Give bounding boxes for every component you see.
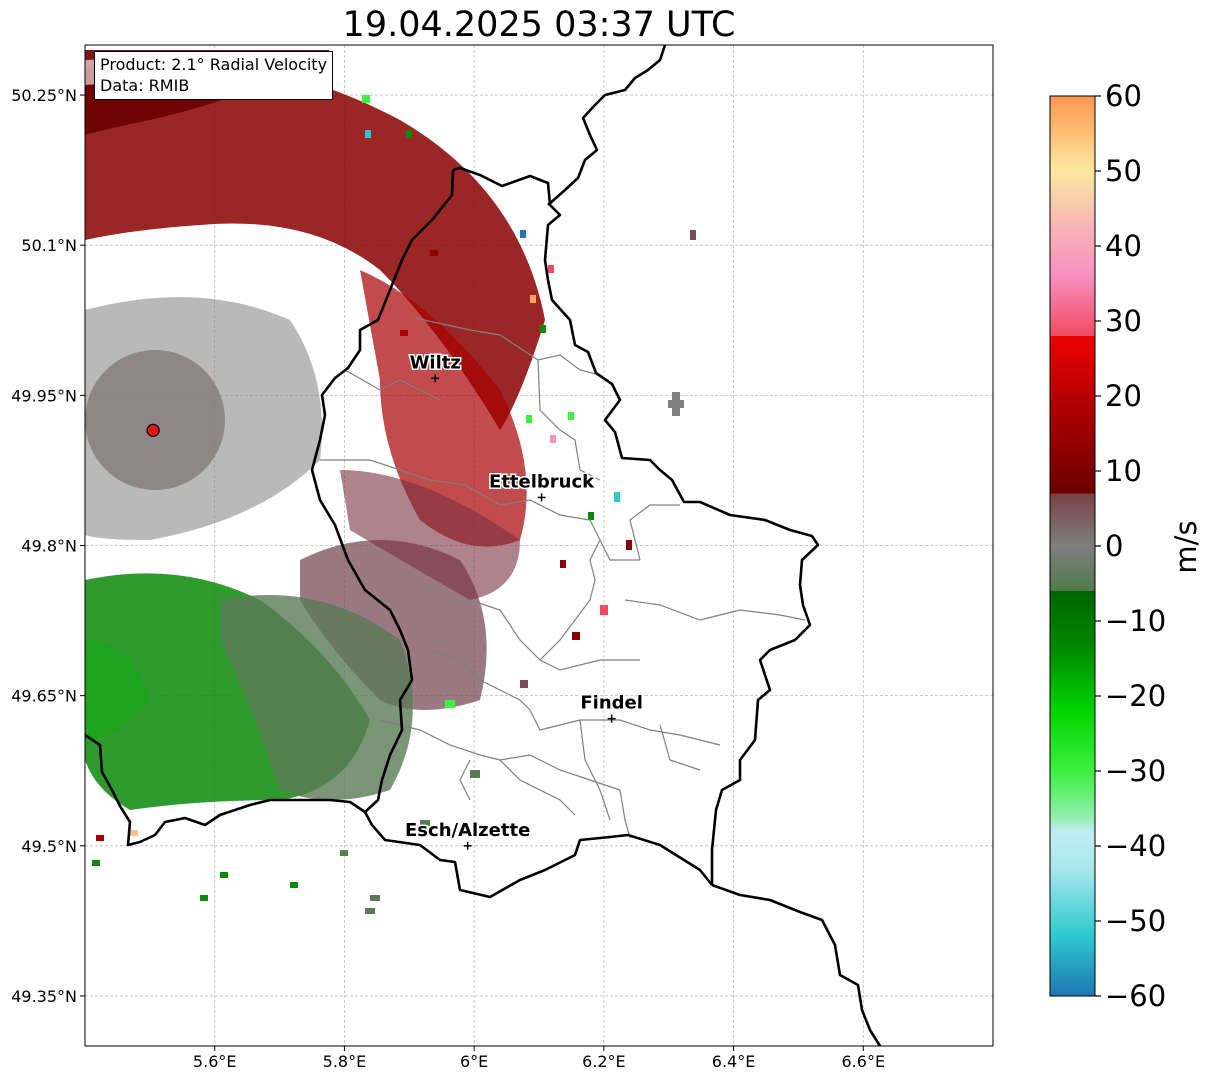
y-tick-label: 49.5°N bbox=[21, 837, 77, 856]
colorbar-tick-label: 60 bbox=[1105, 79, 1142, 113]
canton-boundaries bbox=[320, 317, 806, 839]
x-tick-label: 5.8°E bbox=[323, 1052, 367, 1071]
y-tick-label: 49.8°N bbox=[21, 537, 77, 556]
y-tick-labels: 49.35°N 49.5°N 49.65°N 49.8°N 49.95°N 50.1°N 5… bbox=[11, 86, 85, 1006]
x-tick-label: 6°E bbox=[460, 1052, 488, 1071]
colorbar bbox=[1049, 95, 1096, 997]
colorbar-tick-label: −40 bbox=[1105, 829, 1166, 863]
y-tick-label: 50.1°N bbox=[21, 236, 77, 255]
colorbar-tick-label: −50 bbox=[1105, 904, 1166, 938]
echo-speckles bbox=[92, 95, 696, 914]
city-esch-alzette: Esch/Alzette bbox=[404, 818, 532, 850]
echo-green-south bbox=[85, 573, 413, 810]
city-findel: Findel bbox=[579, 691, 644, 723]
country-borders bbox=[85, 45, 882, 1046]
city-ettelbruck: Ettelbruck bbox=[488, 470, 597, 502]
border-germany-east bbox=[547, 45, 667, 206]
colorbar-tick-label: −10 bbox=[1105, 604, 1166, 638]
colorbar-tick-label: 40 bbox=[1105, 229, 1142, 263]
x-tick-labels: 5.6°E 5.8°E 6°E 6.2°E 6.4°E 6.6°E bbox=[193, 1046, 885, 1071]
x-tick-label: 6.6°E bbox=[842, 1052, 886, 1071]
border-france-belgium bbox=[85, 733, 366, 847]
x-tick-label: 6.2°E bbox=[582, 1052, 626, 1071]
city-label: Esch/Alzette bbox=[405, 820, 530, 841]
product-label: Product: 2.1° Radial Velocity bbox=[100, 55, 328, 74]
y-tick-label: 49.65°N bbox=[11, 687, 77, 706]
y-tick-label: 49.95°N bbox=[11, 386, 77, 405]
border-germany-south bbox=[711, 883, 882, 1046]
colorbar-ticks: 60 50 40 30 20 10 0 −10 −20 −30 −40 −50 −60 bbox=[1095, 79, 1166, 1013]
colorbar-tick-label: −60 bbox=[1105, 979, 1166, 1013]
colorbar-tick-label: 30 bbox=[1105, 304, 1142, 338]
colorbar-tick-label: −20 bbox=[1105, 679, 1166, 713]
x-tick-label: 5.6°E bbox=[193, 1052, 237, 1071]
y-tick-label: 50.25°N bbox=[11, 86, 77, 105]
city-markers: Wiltz Ettelbruck Findel Esch/Alzette bbox=[404, 351, 644, 850]
colorbar-tick-label: 20 bbox=[1105, 379, 1142, 413]
border-belgium-luxembourg bbox=[452, 166, 820, 885]
x-tick-label: 6.4°E bbox=[712, 1052, 756, 1071]
colorbar-label: m/s bbox=[1169, 520, 1203, 573]
colorbar-tick-label: 50 bbox=[1105, 154, 1142, 188]
city-label: Findel bbox=[580, 693, 643, 714]
y-tick-label: 49.35°N bbox=[11, 987, 77, 1006]
map-title: 19.04.2025 03:37 UTC bbox=[342, 5, 736, 45]
echo-grey-central bbox=[85, 297, 520, 710]
colorbar-tick-label: −30 bbox=[1105, 754, 1166, 788]
city-wiltz: Wiltz bbox=[408, 351, 462, 383]
city-label: Ettelbruck bbox=[489, 471, 595, 492]
colorbar-tick-label: 10 bbox=[1105, 454, 1142, 488]
data-source-label: Data: RMIB bbox=[100, 76, 190, 95]
city-label: Wiltz bbox=[410, 352, 461, 373]
radar-site-marker bbox=[146, 423, 160, 437]
border-luxembourg-west bbox=[310, 169, 714, 899]
colorbar-tick-label: 0 bbox=[1105, 529, 1123, 563]
product-info-box: Product: 2.1° Radial Velocity Data: RMIB bbox=[94, 51, 334, 100]
